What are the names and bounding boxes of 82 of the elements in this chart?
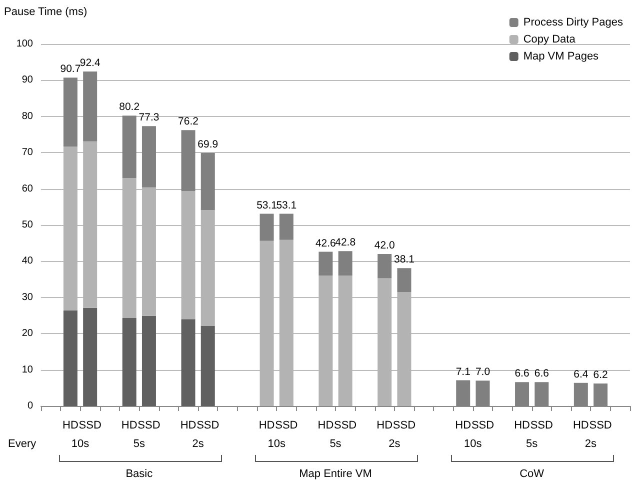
y-tick-label: 10 <box>22 364 34 376</box>
bar <box>122 318 136 406</box>
x-tick-label: HD <box>62 420 78 432</box>
x-tick-label: SSD <box>530 420 554 432</box>
x-tick-label: HD <box>180 420 196 432</box>
total-label: 7.0 <box>475 366 490 378</box>
x-tick-label: SSD <box>138 420 160 432</box>
x-tick-label: HD <box>318 420 334 432</box>
text: 10s <box>268 438 286 450</box>
x-tick-label: HD <box>376 420 393 432</box>
bar <box>83 308 98 406</box>
total-label: 6.2 <box>593 369 608 382</box>
x-tick-label: HD <box>258 420 275 432</box>
total-label: 80.2 <box>119 101 140 114</box>
text: 5s <box>133 438 145 450</box>
bar <box>378 254 392 278</box>
bar <box>83 72 98 142</box>
total-label: 53.1 <box>276 199 297 212</box>
bar <box>260 214 274 241</box>
total-label: 76.2 <box>178 116 199 128</box>
total-label: 69.9 <box>198 138 218 150</box>
text: 10s <box>464 438 482 450</box>
y-tick-label: 90 <box>22 74 34 86</box>
legend-label: Map VM Pages <box>523 50 600 62</box>
bar <box>122 116 136 178</box>
y-tick-label: 60 <box>22 183 34 194</box>
x-tick-label: SSD <box>275 420 298 432</box>
y-tick-label: 30 <box>22 292 34 303</box>
bar <box>318 252 333 276</box>
y-tick-label: 40 <box>22 256 34 267</box>
total-label: 53.1 <box>256 199 278 212</box>
bar <box>200 326 215 406</box>
bar <box>397 268 412 292</box>
x-tick-label: SSD <box>196 420 220 432</box>
total-label: 90.7 <box>60 63 81 76</box>
text: Every <box>8 438 36 450</box>
x-tick-label: SSD <box>392 420 416 432</box>
bar <box>181 130 196 191</box>
text: Map Entire VM <box>299 468 372 480</box>
x-tick-label: HD <box>455 420 472 432</box>
total-label: 77.3 <box>138 112 160 124</box>
text: 5s <box>526 438 538 450</box>
bar <box>200 152 215 210</box>
y-tick-label: 70 <box>22 147 34 158</box>
x-tick-label: SSD <box>471 420 494 432</box>
legend-label: Process Dirty Pages <box>523 16 624 28</box>
text: CoW <box>520 468 544 480</box>
legend-label: Copy Data <box>523 34 576 46</box>
y-tick-label: 50 <box>22 220 34 230</box>
total-label: 6.6 <box>534 368 550 380</box>
total-label: 42.0 <box>374 239 395 252</box>
x-tick-label: HD <box>121 420 138 432</box>
y-tick-label: 0 <box>27 400 34 412</box>
x-tick-label: SSD <box>78 420 102 432</box>
bar <box>63 78 78 146</box>
text: 2s <box>584 438 597 450</box>
y-tick-label: 80 <box>22 110 34 122</box>
text: 2s <box>192 438 204 450</box>
text: 10s <box>71 438 90 450</box>
total-label: 6.4 <box>574 368 588 380</box>
bar <box>279 214 294 240</box>
total-label: 7.1 <box>456 366 471 378</box>
total-label: 42.8 <box>335 236 356 249</box>
bar <box>181 319 196 406</box>
y-tick-label: 20 <box>22 328 34 340</box>
total-label: 42.6 <box>315 237 336 250</box>
total-label: 92.4 <box>80 57 100 70</box>
x-tick-label: SSD <box>589 420 612 432</box>
total-label: 38.1 <box>394 254 415 266</box>
bar <box>142 316 156 406</box>
text: 5s <box>330 438 342 450</box>
bar <box>63 310 78 406</box>
y-tick-label: 100 <box>16 38 34 50</box>
x-tick-label: HD <box>572 420 589 432</box>
text: 2s <box>388 438 400 450</box>
x-tick-label: SSD <box>334 420 357 432</box>
total-label: 6.6 <box>514 368 530 380</box>
x-tick-label: HD <box>514 420 530 432</box>
bar <box>338 251 352 276</box>
y-axis-title: Pause Time (ms) <box>4 6 88 18</box>
bar <box>142 126 156 188</box>
text: Basic <box>126 468 153 480</box>
